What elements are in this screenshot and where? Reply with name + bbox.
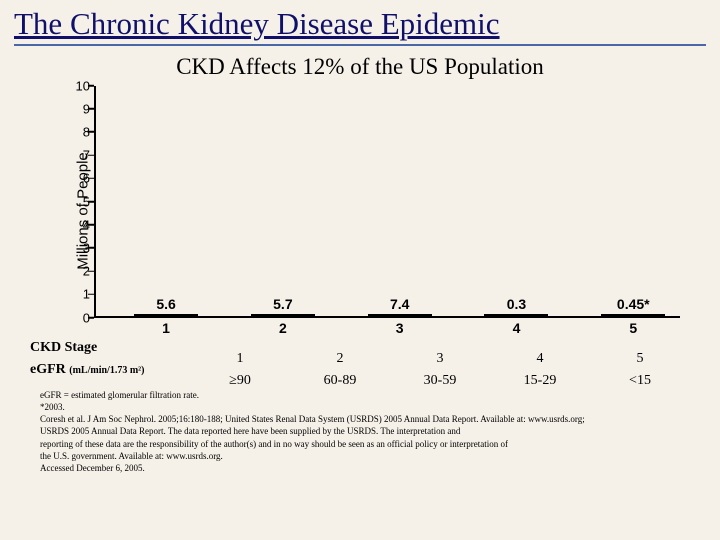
table-cell: 1 [237, 351, 244, 367]
bar: 5.7 [251, 314, 315, 316]
table-row: CKD Stage 12345 [30, 340, 680, 356]
bar: 7.4 [368, 314, 432, 316]
y-tick: 2 [70, 264, 90, 279]
row-label-text: eGFR [30, 362, 66, 377]
footnote-line: the U.S. government. Available at: www.u… [40, 451, 680, 462]
bar-value-label: 0.3 [507, 296, 526, 312]
page-subtitle: CKD Affects 12% of the US Population [0, 54, 720, 80]
table-cell: 2 [337, 351, 344, 367]
data-table: CKD Stage 12345 eGFR (mL/min/1.73 m²) ≥9… [30, 340, 680, 384]
y-ticks: 012345678910 [72, 86, 94, 318]
y-tick: 4 [70, 217, 90, 232]
y-tick: 8 [70, 124, 90, 139]
footnotes: eGFR = estimated glomerular filtration r… [40, 390, 680, 476]
x-tick: 5 [629, 320, 637, 336]
bar: 5.6 [134, 314, 198, 316]
row-label-unit: (mL/min/1.73 m²) [69, 365, 144, 376]
y-tick: 6 [70, 171, 90, 186]
footnote-line: USRDS 2005 Annual Data Report. The data … [40, 426, 680, 437]
table-cell: 15-29 [524, 373, 557, 389]
table-cell: 60-89 [324, 373, 357, 389]
bar: 0.3 [484, 314, 548, 316]
title-underline [14, 44, 706, 46]
bar-value-label: 7.4 [390, 296, 409, 312]
page-title: The Chronic Kidney Disease Epidemic [0, 0, 720, 44]
row-label-stage: CKD Stage [30, 340, 180, 356]
y-tick: 5 [70, 194, 90, 209]
footnote-line: Accessed December 6, 2005. [40, 463, 680, 474]
footnote-line: eGFR = estimated glomerular filtration r… [40, 390, 680, 401]
row-label-egfr: eGFR (mL/min/1.73 m²) [30, 362, 180, 378]
footnote-line: Coresh et al. J Am Soc Nephrol. 2005;16:… [40, 414, 680, 425]
plot-area: 5.6 5.7 7.4 0.3 0.45* [96, 86, 680, 316]
table-cell: 30-59 [424, 373, 457, 389]
bar-chart: Millions of People 012345678910 5.65.77.… [72, 86, 680, 336]
table-cell: 3 [437, 351, 444, 367]
bar-value-label: 5.6 [156, 296, 175, 312]
footnote-line: reporting of these data are the responsi… [40, 439, 680, 450]
y-tick: 0 [70, 310, 90, 325]
table-cell: <15 [629, 373, 651, 389]
x-axis-line [94, 316, 680, 318]
x-tick: 4 [513, 320, 521, 336]
x-tick: 3 [396, 320, 404, 336]
bar: 0.45* [601, 314, 665, 316]
y-tick: 1 [70, 287, 90, 302]
y-tick: 9 [70, 101, 90, 116]
x-tick-labels: 1 2 3 4 5 [96, 320, 680, 338]
footnote-line: *2003. [40, 402, 680, 413]
x-tick: 2 [279, 320, 287, 336]
table-row: eGFR (mL/min/1.73 m²) ≥9060-8930-5915-29… [30, 362, 680, 378]
y-tick: 10 [70, 78, 90, 93]
bar-value-label: 5.7 [273, 296, 292, 312]
x-tick: 1 [162, 320, 170, 336]
table-cell: 4 [537, 351, 544, 367]
table-cell: 5 [637, 351, 644, 367]
slide: The Chronic Kidney Disease Epidemic CKD … [0, 0, 720, 540]
table-cell: ≥90 [229, 373, 251, 389]
bar-value-label: 0.45* [617, 296, 650, 312]
row-label-text: CKD Stage [30, 340, 97, 355]
y-tick: 7 [70, 148, 90, 163]
y-tick: 3 [70, 240, 90, 255]
